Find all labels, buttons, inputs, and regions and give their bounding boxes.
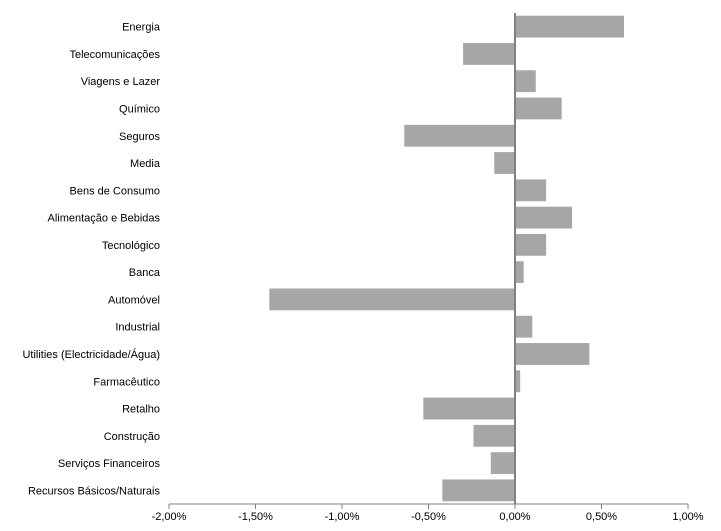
category-label: Telecomunicações [70,49,161,61]
category-label: Media [130,158,161,170]
x-tick-label: 1,00% [672,511,703,523]
bar-16 [490,452,515,474]
category-labels-group: Energia Telecomunicações Viagens e Lazer Qu… [22,22,160,498]
category-label: Energia [122,22,161,34]
bar-13 [515,370,521,393]
bar-11 [515,315,533,338]
category-label: Retalho [122,404,160,416]
bar-6 [515,179,547,202]
category-label: Industrial [115,322,160,334]
x-axis-ticks-group: -2,00% -1,50% -1,00% -0,50% 0,00% 0,50% 1,00% [152,504,704,523]
category-label: Recursos Básicos/Naturais [28,485,161,497]
category-label: Seguros [119,131,160,143]
x-tick-label: -2,00% [152,511,187,523]
x-tick-label: 0,50% [586,511,617,523]
category-label: Tecnológico [102,240,160,252]
category-label: Utilities (Electricidade/Água) [22,348,160,361]
category-label: Bens de Consumo [70,185,161,197]
bar-3 [515,97,562,120]
category-label: Automóvel [108,294,160,306]
bar-0 [515,15,624,38]
bar-4 [404,124,515,147]
x-tick-label: 0,00% [499,511,530,523]
category-label: Farmacêutico [93,376,160,388]
category-label: Construção [104,431,160,443]
category-label: Químico [119,103,160,115]
bar-2 [515,70,536,93]
category-label: Viagens e Lazer [81,76,161,88]
category-label: Banca [129,267,161,279]
category-label: Serviços Financeiros [58,458,161,470]
bar-12 [515,343,590,365]
bar-7 [515,206,573,229]
bar-17 [442,479,515,502]
x-tick-label: -1,00% [325,511,360,523]
bar-15 [473,424,515,447]
x-tick-label: -1,50% [238,511,273,523]
bar-5 [494,152,515,174]
bar-10 [269,288,515,311]
bar-9 [515,261,524,284]
bar-8 [515,233,547,256]
bar-1 [463,43,515,65]
bars-group [269,15,624,502]
bar-14 [423,397,515,420]
x-tick-label: -0,50% [411,511,446,523]
category-label: Alimentação e Bebidas [47,213,160,225]
